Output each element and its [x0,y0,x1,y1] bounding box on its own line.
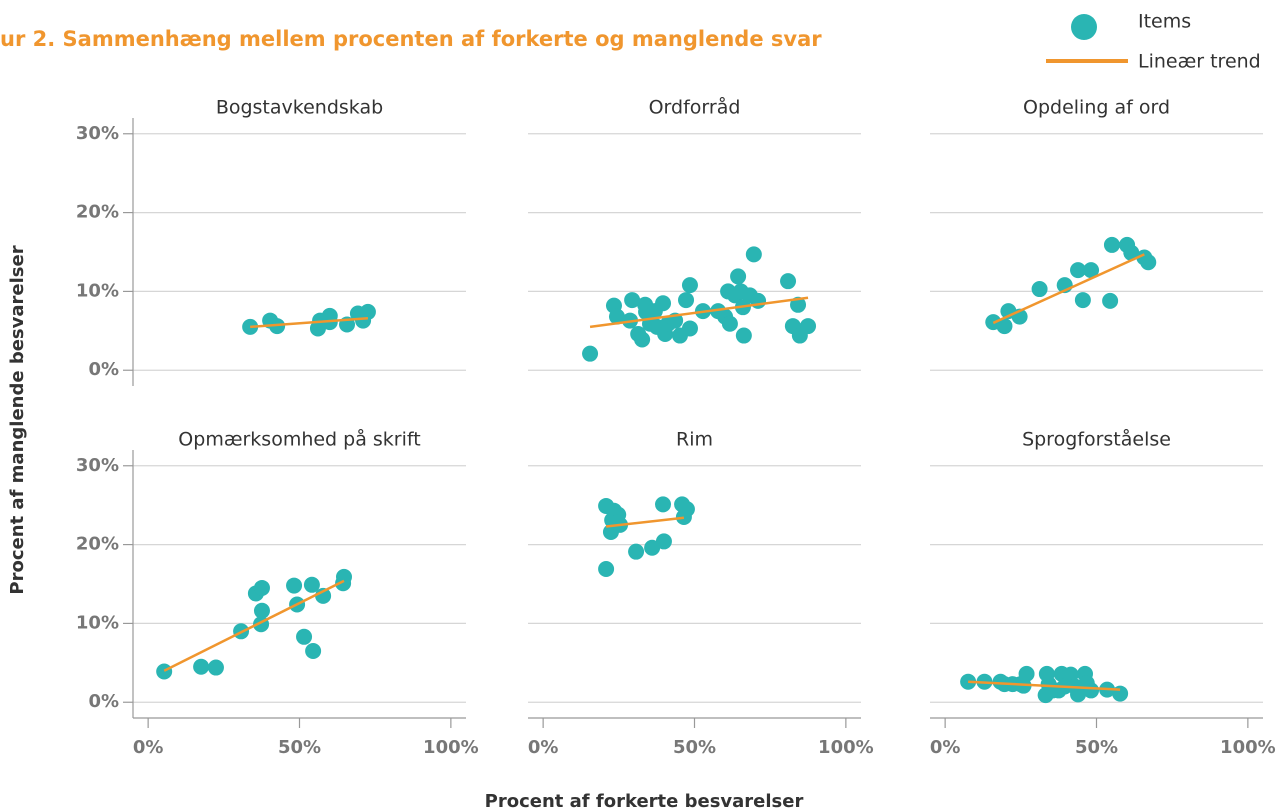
point [655,533,672,550]
point [735,327,752,344]
trend-line [589,296,809,329]
point [1074,292,1091,309]
point [655,496,672,513]
point [1018,665,1035,682]
point [1103,236,1120,253]
x-tick-label: 50% [673,737,716,758]
point [336,568,353,585]
x-tick-label: 0% [528,737,559,758]
y-tick-label: 20% [76,202,119,223]
point [1031,281,1048,298]
point [750,292,767,309]
legend-label: Lineær trend [1138,51,1261,73]
point [305,643,322,659]
point [681,320,698,337]
facet-title: Rim [676,429,713,451]
point [207,659,224,676]
point [253,579,270,596]
x-tick-label: 50% [1075,737,1118,758]
point [1140,254,1157,271]
facet-title: Bogstavkendskab [216,97,383,119]
y-tick-label: 10% [76,612,119,633]
point [582,345,599,362]
point [303,576,320,593]
point [730,268,747,285]
x-tick-label: 0% [930,737,961,758]
x-tick-label: 0% [133,737,164,758]
point [1070,686,1087,703]
point [800,318,817,335]
legend-marker [1071,14,1097,40]
trend-line [968,680,1121,691]
point [1123,244,1140,261]
x-axis-label: Procent af forkerte besvarelser [485,791,804,812]
y-tick-label: 20% [76,534,119,555]
point [745,246,762,263]
facet-title: Opdeling af ord [1023,97,1170,119]
point [634,331,651,348]
point [1083,682,1100,699]
x-tick-label: 100% [423,737,479,758]
point [156,663,173,680]
point [678,501,695,518]
trend-line [992,253,1145,325]
point [624,292,641,309]
point [598,561,615,578]
point [609,514,626,531]
trend-line [163,579,345,672]
y-axis-label: Procent af manglende besvarelser [7,245,28,594]
point [253,602,270,619]
point [359,303,376,320]
facet-title: Ordforråd [649,96,741,119]
point [996,318,1013,335]
y-tick-label: 30% [76,455,119,476]
facet-title: Sprogforståelse [1022,428,1171,451]
point [628,543,645,560]
point [1102,292,1119,309]
point [1070,262,1087,279]
x-tick-label: 100% [1220,737,1276,758]
point [655,295,672,312]
point [193,658,210,675]
x-tick-label: 50% [278,737,321,758]
y-tick-label: 30% [76,123,119,144]
x-tick-label: 100% [818,737,874,758]
point [681,277,698,294]
point [609,308,626,325]
point [780,273,797,290]
point [1083,262,1100,279]
chart-title: ur 2. Sammenhæng mellem procenten af for… [0,27,822,51]
facet-title: Opmærksomhed på skrift [178,428,420,451]
legend-label: Items [1138,11,1191,33]
trend-line [605,516,685,528]
point [286,577,303,594]
y-tick-label: 10% [76,280,119,301]
y-tick-label: 0% [88,359,119,380]
point [1112,685,1129,702]
point [296,628,313,645]
trend-line [250,316,369,329]
point [721,315,738,332]
point [315,587,332,604]
y-tick-label: 0% [88,691,119,712]
point [644,539,661,556]
point [678,292,695,309]
